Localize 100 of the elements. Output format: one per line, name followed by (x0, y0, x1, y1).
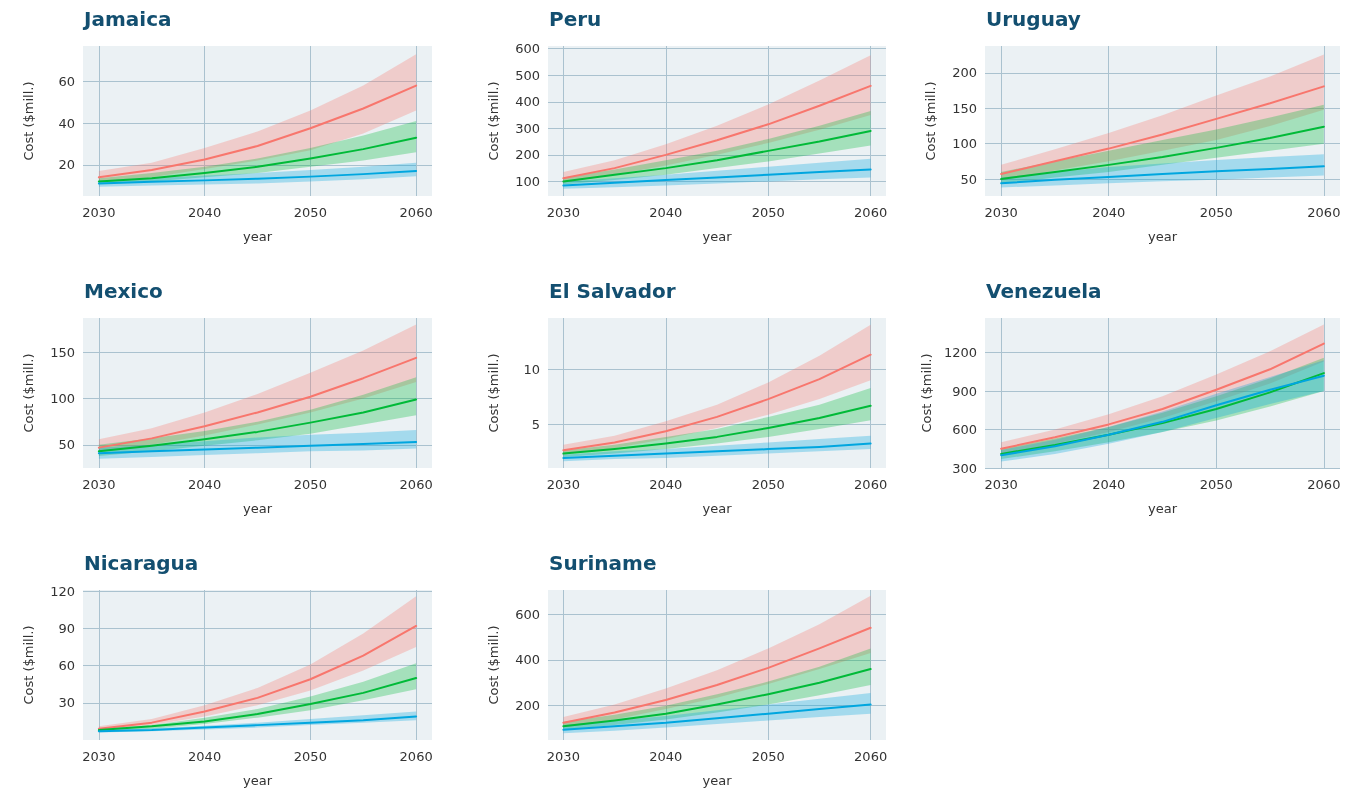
y-tick-label: 20 (58, 157, 75, 173)
x-tick-label: 2040 (188, 749, 222, 764)
x-axis-title: year (242, 773, 273, 788)
y-tick-label: 300 (515, 120, 540, 136)
y-axis-title: Cost ($mill.) (486, 353, 501, 433)
y-axis-title: Cost ($mill.) (919, 353, 935, 433)
chart-title: Jamaica (82, 7, 172, 31)
x-tick-label: 2060 (1307, 477, 1341, 492)
chart-title: Mexico (84, 279, 163, 303)
x-tick-label: 2060 (1307, 205, 1341, 220)
y-tick-label: 10 (523, 361, 540, 377)
line-series (97, 356, 418, 449)
line-series (562, 168, 872, 187)
x-axis-title: year (702, 501, 733, 516)
line-series (97, 715, 418, 733)
line-series (1000, 85, 1325, 176)
chart-title: Peru (549, 7, 602, 31)
x-tick-label: 2050 (751, 205, 785, 220)
chart-title: Suriname (549, 551, 657, 575)
y-tick-label: 90 (58, 620, 75, 636)
y-axis-title: Cost ($mill.) (486, 625, 501, 705)
line-series (562, 353, 872, 452)
x-tick-label: 2030 (546, 205, 580, 220)
x-axis-title: year (702, 229, 733, 244)
y-axis-title: Cost ($mill.) (21, 353, 36, 433)
line-series (562, 404, 872, 455)
line-series (97, 677, 418, 732)
x-tick-label: 2040 (649, 205, 683, 220)
y-tick-label: 600 (515, 41, 540, 57)
x-tick-label: 2050 (293, 749, 327, 764)
x-axis-title: year (1147, 229, 1178, 244)
line-series (1000, 125, 1325, 181)
y-tick-label: 60 (58, 73, 75, 89)
y-tick-label: 50 (960, 171, 977, 187)
y-tick-label: 100 (952, 136, 977, 152)
y-tick-label: 150 (50, 344, 75, 360)
x-tick-label: 2030 (82, 205, 116, 220)
line-series (1000, 165, 1325, 185)
y-tick-label: 150 (952, 100, 977, 116)
x-tick-label: 2030 (82, 749, 116, 764)
y-axis-title: Cost ($mill.) (923, 81, 938, 161)
y-tick-label: 30 (58, 695, 75, 711)
y-axis-title: Cost ($mill.) (486, 81, 501, 161)
x-tick-label: 2030 (546, 749, 580, 764)
x-axis-title: year (242, 229, 273, 244)
y-tick-label: 600 (952, 422, 977, 438)
line-series (562, 129, 872, 183)
x-tick-label: 2040 (1092, 477, 1126, 492)
x-tick-label: 2050 (293, 205, 327, 220)
line-series (562, 442, 872, 459)
x-tick-label: 2040 (649, 477, 683, 492)
x-tick-label: 2030 (82, 477, 116, 492)
chart-title: Venezuela (986, 279, 1102, 303)
y-tick-label: 200 (952, 65, 977, 81)
x-tick-label: 2040 (1092, 205, 1126, 220)
x-tick-label: 2060 (854, 205, 888, 220)
y-tick-label: 400 (515, 94, 540, 110)
x-tick-label: 2060 (399, 205, 433, 220)
y-tick-label: 1200 (943, 345, 977, 361)
line-series (562, 84, 872, 180)
x-axis-title: year (1147, 501, 1178, 516)
line-series (97, 624, 418, 730)
y-axis-title: Cost ($mill.) (21, 81, 36, 161)
y-tick-label: 300 (952, 460, 977, 476)
line-series (1000, 342, 1325, 450)
chart-title: Uruguay (986, 7, 1081, 31)
x-tick-label: 2030 (984, 477, 1018, 492)
x-tick-label: 2050 (751, 749, 785, 764)
y-tick-label: 50 (58, 437, 75, 453)
line-series (97, 441, 418, 455)
x-tick-label: 2060 (399, 477, 433, 492)
x-tick-label: 2050 (1199, 205, 1233, 220)
line-series (562, 703, 872, 731)
y-axis-title: Cost ($mill.) (21, 625, 36, 705)
x-tick-label: 2040 (188, 477, 222, 492)
y-tick-label: 400 (515, 652, 540, 668)
y-tick-label: 40 (58, 115, 75, 131)
y-tick-label: 500 (515, 67, 540, 83)
y-tick-label: 900 (952, 383, 977, 399)
y-tick-label: 200 (515, 147, 540, 163)
x-axis-title: year (242, 501, 273, 516)
x-tick-label: 2040 (649, 749, 683, 764)
chart-title: Nicaragua (84, 551, 199, 575)
line-series (97, 398, 418, 453)
y-tick-label: 200 (515, 698, 540, 714)
x-tick-label: 2060 (854, 477, 888, 492)
x-tick-label: 2040 (188, 205, 222, 220)
y-tick-label: 120 (50, 583, 75, 599)
y-tick-label: 60 (58, 658, 75, 674)
x-tick-label: 2050 (751, 477, 785, 492)
y-tick-label: 600 (515, 606, 540, 622)
y-tick-label: 5 (531, 417, 540, 433)
line-series (97, 84, 418, 179)
chart-title: El Salvador (549, 279, 676, 303)
y-tick-label: 100 (50, 391, 75, 407)
x-tick-label: 2060 (854, 749, 888, 764)
line-series (562, 626, 872, 724)
line-series (97, 136, 418, 183)
x-tick-label: 2050 (293, 477, 327, 492)
x-tick-label: 2050 (1199, 477, 1233, 492)
